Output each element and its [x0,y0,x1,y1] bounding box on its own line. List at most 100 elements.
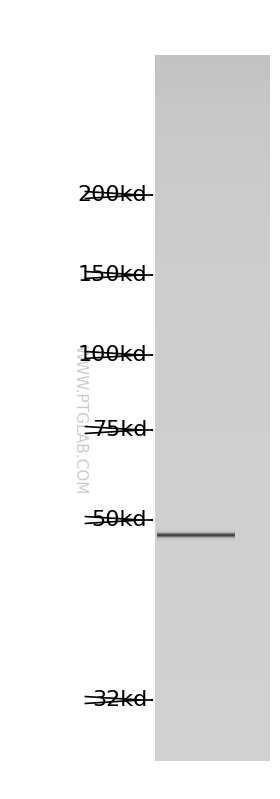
Bar [155,439,270,443]
Bar [155,302,270,306]
Bar [155,260,270,264]
Bar [155,196,270,200]
Bar [155,510,270,514]
Bar [155,136,270,140]
Bar [155,721,270,725]
Bar [155,323,270,327]
Bar [155,457,270,461]
Bar [155,175,270,179]
Bar [155,590,270,594]
Text: 50kd: 50kd [92,510,147,530]
Bar [155,637,270,641]
Bar [155,704,270,708]
Bar [155,235,270,239]
Bar [155,662,270,666]
Bar [155,602,270,606]
Bar [155,411,270,415]
Bar [155,654,270,658]
Bar [155,467,270,471]
Bar [155,225,270,229]
Bar [155,284,270,288]
Bar [155,390,270,394]
Bar [155,111,270,115]
Bar [155,217,270,221]
Bar [155,153,270,157]
Bar [155,62,270,66]
Bar [155,507,270,511]
Bar [155,245,270,249]
Bar [155,133,270,137]
Bar [155,594,270,598]
Bar [155,435,270,439]
Bar [155,460,270,464]
Bar [155,580,270,584]
Bar [155,150,270,154]
Bar [155,101,270,105]
Bar [155,503,270,507]
Bar [155,570,270,574]
Bar [155,90,270,94]
Bar [155,447,270,451]
Bar [155,171,270,175]
Bar [155,608,270,613]
Bar [155,428,270,433]
Bar [155,76,270,80]
Bar [155,665,270,669]
Bar [155,542,270,546]
Bar [155,105,270,109]
Bar [155,552,270,556]
Bar [155,475,270,479]
Bar [155,348,270,352]
Bar [155,252,270,256]
Bar [155,291,270,295]
Bar [155,548,270,553]
Bar [155,450,270,454]
Bar [155,161,270,165]
Bar [155,749,270,753]
Bar [155,464,270,468]
Bar [155,337,270,341]
Bar [155,189,270,193]
Bar [155,298,270,302]
Text: 100kd: 100kd [77,345,147,365]
Text: 32kd: 32kd [92,690,147,710]
Bar [155,312,270,316]
Bar [155,453,270,457]
Bar [155,263,270,267]
Bar [155,277,270,281]
Bar [155,746,270,750]
Bar [155,753,270,757]
Bar [155,482,270,486]
Bar [155,432,270,436]
Bar [155,108,270,112]
Bar [155,368,270,373]
Bar [155,55,270,59]
Bar [155,358,270,362]
Bar [155,686,270,690]
Bar [155,679,270,683]
Bar [155,622,270,626]
Bar [155,330,270,334]
Bar [155,640,270,644]
Bar [155,73,270,77]
Bar [155,327,270,331]
Bar [155,517,270,521]
Bar [155,425,270,429]
Bar [155,129,270,133]
Bar [155,626,270,630]
Bar [155,270,270,274]
Bar [155,422,270,426]
Bar [155,545,270,549]
Bar [155,115,270,119]
Bar [155,340,270,344]
Bar [155,400,270,404]
Bar [155,647,270,651]
Bar [155,573,270,577]
Bar [155,675,270,679]
Bar [155,605,270,609]
Bar [155,393,270,397]
Bar [155,344,270,348]
Bar [155,485,270,489]
Bar [155,478,270,482]
Bar [155,221,270,225]
